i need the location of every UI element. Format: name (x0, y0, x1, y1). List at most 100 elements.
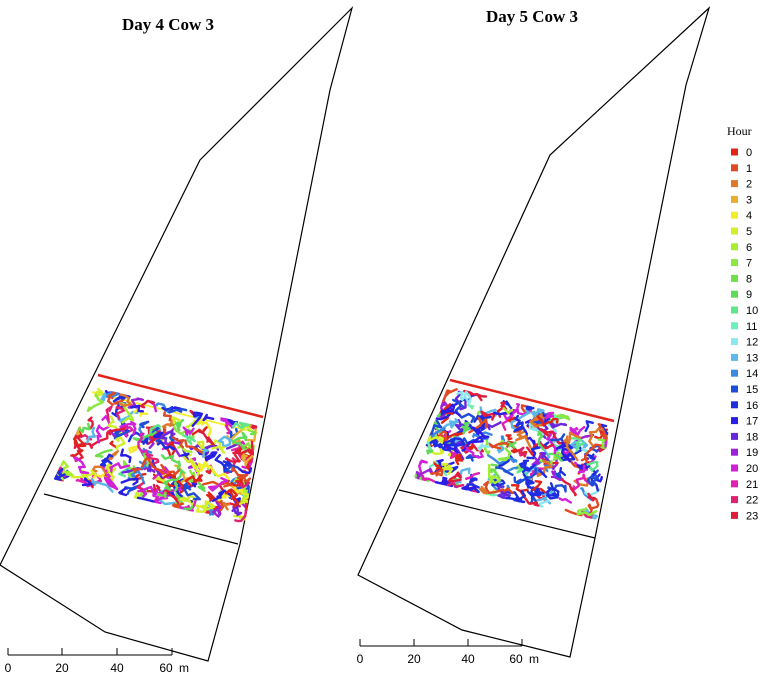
strip-front-fence (449, 378, 615, 423)
gps-track-segment (502, 400, 513, 410)
legend-label-18: 18 (746, 431, 758, 443)
gps-track-segment (160, 463, 181, 476)
gps-track-segment (71, 454, 90, 475)
gps-track-segment (237, 467, 253, 475)
gps-track-segment (230, 440, 246, 452)
legend-label-14: 14 (746, 368, 758, 380)
legend-swatch-11 (731, 322, 738, 330)
gps-track-segment (181, 434, 197, 446)
gps-track-segment (211, 501, 222, 518)
gps-track-segment (115, 406, 127, 420)
gps-track-segment (508, 456, 518, 464)
gps-track-segment (549, 482, 560, 499)
gps-track-segment (587, 498, 600, 512)
gps-track-segment (118, 487, 128, 497)
gps-track-segment (143, 454, 153, 467)
gps-track-segment (76, 428, 118, 449)
gps-track-segment (438, 430, 448, 442)
legend-label-16: 16 (746, 400, 758, 412)
legend-swatch-19 (731, 448, 738, 456)
legend-label-3: 3 (746, 194, 752, 206)
gps-track-segment (465, 454, 480, 462)
gps-track-segment (502, 407, 514, 415)
gps-track-segment (473, 415, 492, 423)
legend-label-20: 20 (746, 463, 758, 475)
gps-track-segment (505, 434, 513, 441)
gps-track-segment (529, 414, 542, 428)
strip-front-fence (97, 373, 264, 419)
legend-swatch-2 (731, 180, 738, 188)
gps-track-segment (236, 481, 251, 489)
gps-track-segment (558, 497, 572, 504)
gps-track-segment (156, 440, 176, 451)
gps-track-segment (567, 431, 582, 444)
gps-track-segment (229, 428, 239, 439)
gps-track-segment (100, 462, 131, 476)
legend-label-4: 4 (746, 210, 752, 222)
gps-track-segment (531, 454, 542, 466)
gps-track-segment (87, 416, 94, 430)
legend-swatch-3 (731, 195, 738, 203)
gps-track-segment (117, 410, 139, 423)
gps-track-segment (136, 482, 147, 496)
gps-track-segment (230, 478, 244, 487)
strip-back-fence (398, 489, 596, 539)
gps-track-segment (433, 437, 458, 448)
gps-track-segment (70, 449, 84, 457)
gps-track-segment (441, 476, 449, 485)
gps-track-segment (230, 466, 246, 480)
gps-track-segment (217, 435, 232, 448)
gps-track-segment (133, 409, 149, 417)
gps-track-segment (569, 425, 586, 436)
gps-track-segment (107, 426, 126, 436)
gps-track-segment (131, 467, 141, 473)
gps-track-segment (536, 415, 559, 427)
legend-swatch-13 (731, 353, 738, 361)
gps-track-segment (204, 451, 218, 462)
gps-track-segment (111, 408, 119, 418)
gps-track-segment (581, 510, 593, 519)
gps-track-segment (587, 492, 596, 502)
gps-track-segment (205, 491, 216, 502)
gps-track-segment (513, 414, 528, 434)
gps-track-segment (225, 464, 239, 473)
gps-track-segment (477, 416, 489, 427)
gps-track-segment (160, 454, 181, 464)
gps-tracks-day5 (414, 388, 609, 520)
gps-track-segment (113, 429, 130, 440)
legend-label-23: 23 (746, 510, 758, 522)
gps-track-segment (475, 392, 488, 402)
legend-label-12: 12 (746, 337, 758, 349)
legend-swatch-23 (731, 511, 738, 519)
legend-label-5: 5 (746, 226, 752, 238)
gps-track-segment (556, 414, 571, 421)
gps-track-segment (454, 406, 476, 424)
paddock-outline (357, 6, 711, 658)
gps-track-segment (442, 388, 458, 403)
gps-track-segment (516, 467, 533, 482)
gps-track-segment (161, 418, 175, 429)
legend-swatch-21 (731, 480, 738, 488)
legend-swatch-10 (731, 306, 738, 314)
legend-swatch-14 (731, 369, 738, 377)
legend-label-8: 8 (746, 273, 752, 285)
hour-legend: Hour 01234567891011121314151617181920212… (727, 124, 758, 522)
gps-track-segment (565, 435, 579, 462)
gps-track-segment (211, 489, 226, 502)
gps-track-segment (550, 433, 566, 442)
gps-track-segment (483, 437, 491, 455)
gps-track-segment (513, 476, 526, 485)
gps-track-segment (452, 398, 465, 408)
gps-track-segment (581, 508, 598, 520)
gps-track-segment (184, 439, 205, 455)
gps-track-segment (176, 445, 193, 454)
gps-track-segment (561, 447, 576, 463)
gps-track-segment (465, 472, 481, 480)
gps-track-segment (54, 468, 66, 480)
gps-track-segment (94, 448, 113, 458)
gps-track-segment (171, 502, 184, 509)
gps-track-segment (520, 462, 536, 474)
gps-track-segment (104, 465, 115, 479)
gps-track-segment (440, 407, 454, 416)
